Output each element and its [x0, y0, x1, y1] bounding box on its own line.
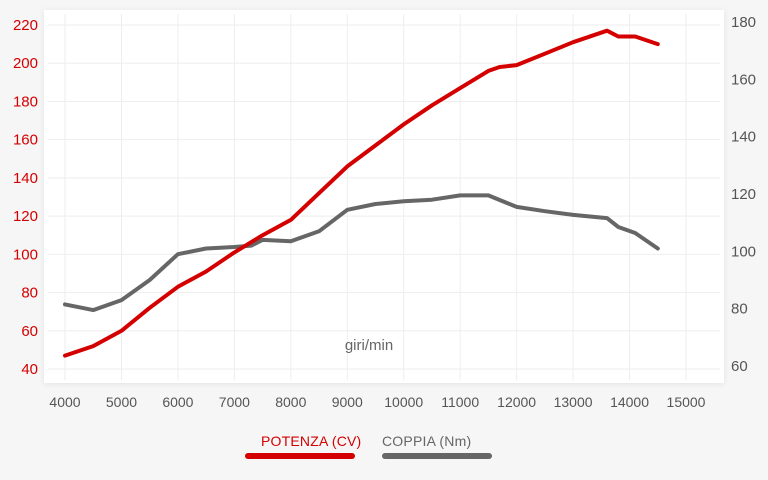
y-right-tick-label: 120 — [731, 186, 756, 203]
y-left-tick-label: 120 — [13, 208, 38, 225]
legend-potenza-swatch — [245, 453, 355, 459]
y-right-tick-label: 100 — [731, 243, 756, 260]
x-axis-label: giri/min — [345, 337, 393, 354]
x-tick-label: 9000 — [332, 394, 363, 410]
y-left-tick-label: 40 — [21, 361, 38, 378]
y-right-tick-label: 180 — [731, 14, 756, 31]
y-left-tick-label: 60 — [21, 323, 38, 340]
coppia-line — [63, 193, 660, 313]
legend-potenza-label: POTENZA (CV) — [261, 433, 362, 449]
x-tick-label: 5000 — [106, 394, 137, 410]
tick-labels: 4000 5000 6000 7000 8000 9000 10000 11000 12000 1… — [13, 14, 756, 410]
x-tick-label: 12000 — [497, 394, 536, 410]
y-left-tick-label: 200 — [13, 55, 38, 72]
x-tick-label: 8000 — [275, 394, 306, 410]
series-lines — [63, 28, 660, 358]
legend-coppia-swatch — [382, 453, 492, 459]
grid — [48, 14, 720, 380]
x-tick-label: 10000 — [384, 394, 423, 410]
x-tick-label: 7000 — [219, 394, 250, 410]
y-left-tick-label: 220 — [13, 17, 38, 34]
x-tick-label: 14000 — [610, 394, 649, 410]
x-tick-label: 15000 — [667, 394, 706, 410]
y-right-tick-label: 140 — [731, 129, 756, 146]
x-tick-label: 13000 — [554, 394, 593, 410]
y-right-tick-label: 80 — [731, 301, 748, 318]
y-right-tick-label: 60 — [731, 358, 748, 375]
x-tick-label: 4000 — [49, 394, 80, 410]
y-left-tick-label: 160 — [13, 132, 38, 149]
x-tick-label: 11000 — [441, 394, 479, 410]
plot-area — [44, 10, 724, 383]
potenza-line — [63, 28, 660, 358]
y-left-tick-label: 100 — [13, 246, 38, 263]
x-tick-label: 6000 — [162, 394, 193, 410]
y-left-tick-label: 80 — [21, 285, 38, 302]
legend-coppia-label: COPPIA (Nm) — [382, 433, 472, 449]
y-left-tick-label: 180 — [13, 93, 38, 110]
y-left-tick-label: 140 — [13, 170, 38, 187]
y-right-tick-label: 160 — [731, 71, 756, 88]
